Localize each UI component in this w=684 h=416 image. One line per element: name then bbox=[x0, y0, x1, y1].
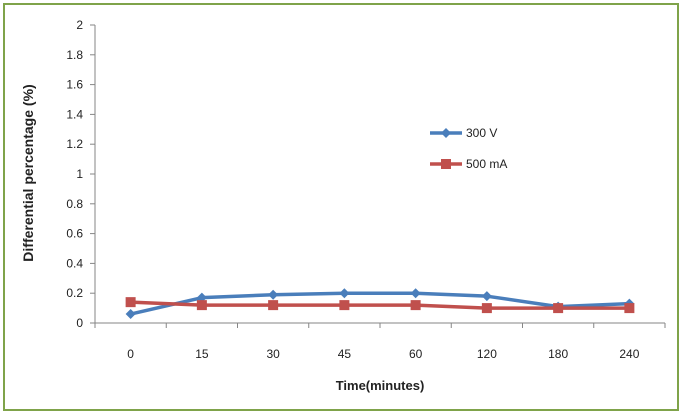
series-2-point bbox=[553, 303, 564, 314]
x-tick-label: 120 bbox=[477, 347, 497, 361]
y-tick-label: 2 bbox=[76, 18, 83, 32]
line-chart: 0 0.2 0.4 0.6 0.8 1 1.2 1.4 1.6 1.8 2 0 15 30 45 60 120 1… bbox=[20, 18, 666, 393]
series-2-point bbox=[339, 300, 350, 311]
y-tick-label: 1.8 bbox=[66, 48, 83, 62]
y-tick-label: 0.2 bbox=[66, 286, 83, 300]
series-2-point bbox=[125, 297, 136, 308]
series-2-line bbox=[128, 300, 632, 310]
legend-item-1: 300 V bbox=[430, 126, 497, 140]
series-1-line bbox=[128, 291, 632, 316]
x-axis-title: Time(minutes) bbox=[336, 378, 425, 393]
y-tick-label: 0 bbox=[76, 316, 83, 330]
series-2-point bbox=[268, 300, 279, 311]
legend-label: 300 V bbox=[466, 126, 497, 140]
series-2 bbox=[125, 297, 635, 314]
y-tick-label: 1 bbox=[76, 167, 83, 181]
legend-label: 500 mA bbox=[466, 157, 507, 171]
legend-item-2: 500 mA bbox=[430, 157, 507, 171]
x-tick-label: 240 bbox=[619, 347, 639, 361]
series-1-point bbox=[125, 309, 136, 320]
y-axis-title: Differential percentage (%) bbox=[20, 84, 36, 261]
series-1-point bbox=[268, 289, 279, 300]
series-2-point bbox=[410, 300, 421, 311]
x-tick-label: 180 bbox=[548, 347, 568, 361]
series-2-point bbox=[624, 303, 635, 314]
legend: 300 V 500 mA bbox=[430, 126, 507, 171]
y-tick-label: 0.4 bbox=[66, 256, 83, 270]
series-layer bbox=[125, 288, 635, 320]
y-tick-label: 0.6 bbox=[66, 227, 83, 241]
series-1-point bbox=[410, 288, 421, 299]
series-1-point bbox=[339, 288, 350, 299]
chart-frame: 0 0.2 0.4 0.6 0.8 1 1.2 1.4 1.6 1.8 2 0 15 30 45 60 120 1… bbox=[3, 3, 679, 411]
y-tick-label: 1.4 bbox=[66, 107, 83, 121]
series-1-point bbox=[481, 291, 492, 302]
legend-marker bbox=[441, 159, 451, 169]
legend-marker bbox=[441, 128, 451, 138]
y-tick-label: 1.2 bbox=[66, 137, 83, 151]
y-tick-label: 0.8 bbox=[66, 197, 83, 211]
axes: 0 0.2 0.4 0.6 0.8 1 1.2 1.4 1.6 1.8 2 0 15 30 45 60 120 1… bbox=[66, 18, 666, 361]
x-tick-label: 45 bbox=[338, 347, 352, 361]
series-2-point bbox=[196, 300, 207, 311]
y-tick-label: 1.6 bbox=[66, 78, 83, 92]
x-tick-label: 0 bbox=[127, 347, 134, 361]
series-2-point bbox=[481, 303, 492, 314]
x-tick-label: 30 bbox=[266, 347, 280, 361]
x-tick-label: 15 bbox=[195, 347, 209, 361]
x-tick-label: 60 bbox=[409, 347, 423, 361]
